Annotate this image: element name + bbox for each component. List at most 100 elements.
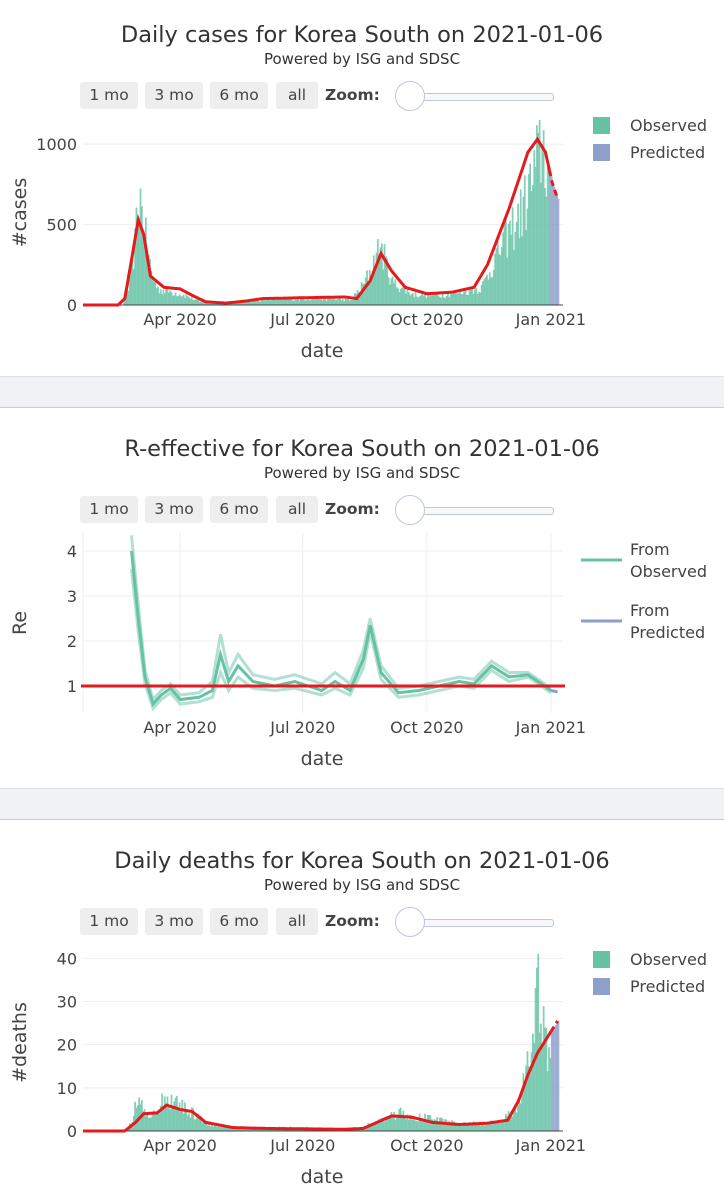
observed-bar — [509, 220, 511, 305]
observed-bar — [367, 280, 370, 305]
observed-bar — [220, 303, 223, 305]
observed-bar — [436, 294, 439, 305]
observed-bar — [394, 279, 397, 305]
observed-bar — [390, 1112, 393, 1131]
observed-bar — [279, 297, 282, 305]
y-tick-label: 3 — [67, 587, 77, 606]
observed-bar — [513, 1108, 515, 1131]
deaths-range-3mo-button[interactable]: 3 mo — [145, 908, 203, 935]
observed-bar — [506, 257, 509, 305]
observed-bar — [411, 293, 414, 305]
cases-range-1mo-button[interactable]: 1 mo — [80, 82, 138, 109]
deaths-zoom-slider-knob[interactable] — [395, 907, 425, 937]
legend-label-predicted: Predicted — [630, 143, 705, 162]
observed-bar — [236, 1128, 239, 1131]
observed-bar — [267, 299, 270, 305]
observed-bar — [302, 298, 305, 305]
deaths-range-6mo-button[interactable]: 6 mo — [210, 908, 268, 935]
observed-bar — [294, 299, 297, 305]
observed-bar — [374, 272, 376, 305]
observed-bar — [441, 293, 444, 305]
observed-bar — [533, 150, 536, 305]
deaths-range-all-button[interactable]: all — [276, 908, 318, 935]
observed-bar — [270, 300, 273, 305]
observed-bar — [269, 300, 271, 305]
observed-bar — [215, 303, 217, 305]
observed-bar — [480, 284, 483, 305]
observed-bar — [445, 1119, 448, 1131]
observed-bar — [474, 289, 476, 305]
observed-bar — [216, 303, 219, 305]
observed-bar — [527, 173, 530, 305]
observed-bar — [425, 297, 428, 305]
re-range-all-button[interactable]: all — [276, 496, 318, 523]
observed-bar — [511, 1116, 514, 1131]
observed-bar — [188, 1113, 190, 1131]
fit-line-predicted — [548, 170, 560, 200]
observed-bar — [197, 1113, 200, 1131]
observed-bar — [301, 298, 304, 305]
observed-bar — [505, 1113, 507, 1131]
x-tick-label: Oct 2020 — [390, 310, 463, 329]
re-range-6mo-button[interactable]: 6 mo — [210, 496, 268, 523]
observed-bar — [526, 208, 529, 305]
re-range-1mo-button[interactable]: 1 mo — [80, 496, 138, 523]
observed-bar — [413, 1117, 416, 1131]
observed-bar — [549, 1057, 552, 1131]
y-axis-title: Re — [9, 611, 31, 635]
observed-bar — [370, 1125, 372, 1131]
observed-bar — [251, 300, 254, 305]
observed-bar — [200, 301, 203, 305]
observed-bar — [171, 295, 174, 305]
observed-bar — [379, 247, 382, 305]
observed-bar — [216, 1127, 219, 1131]
re-zoom-slider-knob[interactable] — [395, 495, 425, 525]
deaths-range-1mo-button[interactable]: 1 mo — [80, 908, 138, 935]
observed-bar — [304, 300, 306, 305]
observed-bar — [480, 1121, 483, 1131]
observed-bar — [471, 1124, 474, 1131]
cases-chart-title: Daily cases for Korea South on 2021-01-0… — [120, 22, 604, 48]
y-tick-label: 30 — [57, 992, 77, 1011]
cases-range-6mo-button[interactable]: 6 mo — [210, 82, 268, 109]
observed-bar — [207, 1125, 209, 1131]
observed-bar — [383, 244, 386, 305]
predicted-bar — [556, 1023, 559, 1131]
cases-range-all-button[interactable]: all — [276, 82, 318, 109]
cases-zoom-slider-knob[interactable] — [395, 81, 425, 111]
x-tick-label: Jul 2020 — [269, 310, 335, 329]
re-range-3mo-button[interactable]: 3 mo — [145, 496, 203, 523]
observed-bar — [463, 291, 465, 305]
observed-bar — [402, 1110, 405, 1131]
cases-range-3mo-button[interactable]: 3 mo — [145, 82, 203, 109]
observed-bar — [486, 1125, 488, 1131]
observed-bar — [437, 1123, 440, 1131]
observed-bar — [434, 294, 437, 305]
observed-bar — [487, 279, 490, 305]
observed-bar — [525, 230, 527, 305]
observed-bar — [223, 1124, 225, 1131]
observed-bar — [447, 1122, 449, 1131]
observed-bar — [220, 1124, 223, 1131]
predicted-bar — [550, 1031, 553, 1131]
re-panel: R-effective for Korea South on 2021-01-0… — [0, 408, 724, 788]
observed-bar — [498, 254, 501, 305]
observed-bar — [356, 1129, 359, 1131]
observed-bar — [161, 294, 163, 305]
observed-bar — [221, 1125, 224, 1131]
observed-bar — [205, 302, 208, 305]
observed-bar — [495, 1123, 498, 1131]
observed-bar — [464, 1122, 467, 1131]
observed-bar — [518, 237, 521, 305]
observed-bar — [492, 1122, 495, 1131]
observed-bar — [382, 1120, 385, 1131]
observed-bar — [479, 292, 482, 305]
observed-bar — [500, 1122, 503, 1131]
observed-bar — [143, 246, 146, 305]
y-tick-label: 20 — [57, 1036, 77, 1055]
observed-bar — [420, 295, 422, 305]
observed-bar — [443, 1123, 445, 1131]
observed-bar — [204, 302, 207, 305]
observed-bar — [149, 259, 151, 305]
observed-bar — [428, 296, 430, 305]
